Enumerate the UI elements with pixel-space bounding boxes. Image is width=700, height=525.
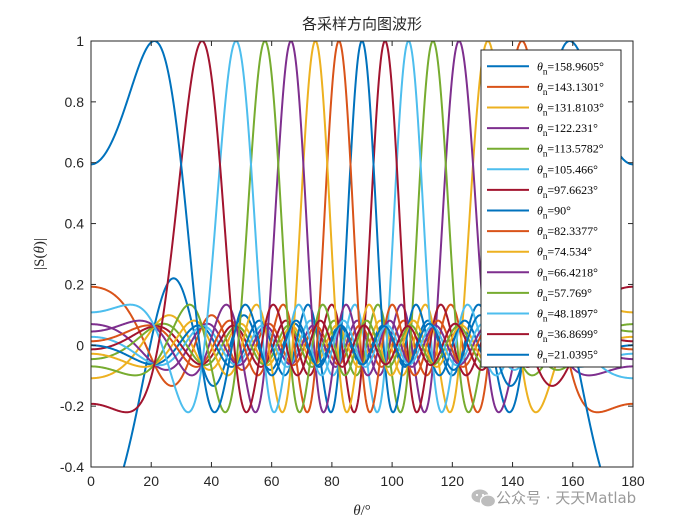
legend-entry: θn=97.6623°: [537, 183, 598, 200]
y-tick-label: 0.8: [65, 94, 85, 110]
legend-entry: θn=74.534°: [537, 245, 592, 262]
x-tick-label: 40: [204, 473, 220, 489]
x-tick-label: 120: [441, 473, 465, 489]
legend-entry: θn=113.5782°: [537, 142, 604, 159]
y-tick-label: 0: [76, 337, 84, 353]
x-tick-label: 180: [621, 473, 645, 489]
y-tick-label: 1: [76, 33, 84, 49]
watermark: 公众号 · 天天Matlab: [471, 489, 636, 508]
legend-entry: θn=105.466°: [537, 162, 598, 179]
y-tick-label: 0.4: [65, 216, 85, 232]
legend-entry: θn=158.9605°: [537, 59, 604, 76]
x-tick-label: 100: [380, 473, 404, 489]
y-axis-label-suffix: )|: [32, 238, 48, 246]
legend-entry: θn=21.0395°: [537, 348, 598, 365]
x-tick-label: 0: [87, 473, 95, 489]
watermark-text: 公众号 · 天天Matlab: [496, 489, 636, 507]
x-axis-label-unit: /°: [361, 503, 371, 519]
y-tick-label: -0.2: [60, 398, 84, 414]
x-tick-label: 140: [501, 473, 525, 489]
legend: θn=158.9605° θn=143.1301° θn=131.8103° θn=1…: [480, 49, 622, 368]
y-axis-label-prefix: |S(: [32, 254, 48, 270]
legend-entry: θn=57.769°: [537, 286, 592, 303]
legend-entry: θn=48.1897°: [537, 307, 598, 324]
x-tick-label: 60: [264, 473, 280, 489]
chart-title: 各采样方向图波形: [302, 15, 422, 33]
legend-entry: θn=131.8103°: [537, 101, 604, 118]
legend-entry: θn=66.4218°: [537, 265, 598, 282]
plot-frame: [90, 40, 634, 468]
legend-entry: θn=36.8699°: [537, 327, 598, 344]
x-tick-label: 80: [324, 473, 340, 489]
x-tick-label: 160: [561, 473, 585, 489]
axis-ticks: 0 20 40 60 80 100 120 140 160 180 -0.4 -0.2 0 0.2 0.4 0…: [60, 33, 645, 489]
y-axis-label-symbol: θ: [32, 246, 48, 254]
legend-entry: θn=122.231°: [537, 121, 598, 138]
wechat-icon: [471, 489, 497, 508]
x-axis-label: θ/°: [353, 503, 371, 519]
legend-entry: θn=82.3377°: [537, 224, 598, 241]
legend-entry: θn=90°: [537, 204, 571, 221]
y-tick-label: 0.6: [65, 155, 85, 171]
legend-entry: θn=143.1301°: [537, 80, 604, 97]
y-axis-label: |S(θ)|: [32, 238, 48, 270]
x-axis-label-symbol: θ: [353, 503, 361, 519]
x-tick-label: 20: [143, 473, 159, 489]
y-tick-label: 0.2: [65, 276, 85, 292]
y-tick-label: -0.4: [60, 459, 84, 475]
